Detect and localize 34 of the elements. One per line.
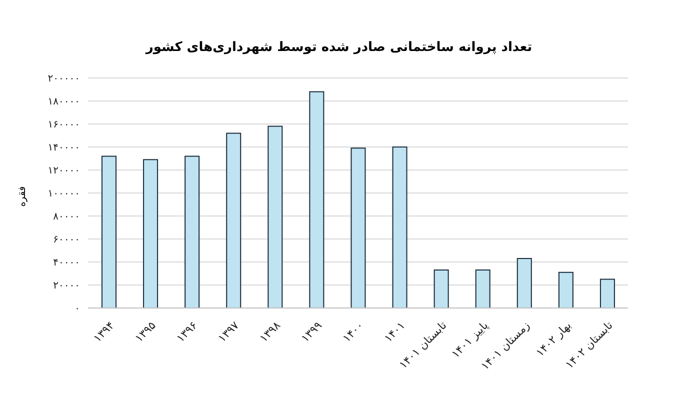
y-tick-label: ۱۲۰۰۰۰: [48, 166, 80, 177]
bar: [268, 126, 283, 308]
bar: [392, 146, 408, 308]
x-tick-label: ۱۳۹۴: [90, 318, 117, 345]
bar: [600, 278, 615, 308]
x-tick-label: ۱۴۰۰: [340, 318, 366, 345]
y-axis-title: فقره: [16, 186, 28, 206]
y-tick-label: ۱۸۰۰۰۰: [48, 96, 80, 108]
x-tick-label: ۱۳۹۷: [216, 318, 242, 345]
y-tick-label: ۶۰۰۰۰: [53, 234, 80, 246]
bar: [516, 258, 532, 308]
y-tick-label: ۰: [74, 304, 80, 315]
bar: [558, 272, 574, 308]
x-tick-label: ۱۳۹۹: [298, 318, 325, 345]
bar: [309, 91, 324, 308]
bar: [143, 159, 158, 308]
bar: [434, 270, 449, 308]
bar: [184, 156, 200, 308]
y-tick-label: ۱۰۰۰۰۰: [48, 188, 80, 200]
x-tick-label: ۱۴۰۱: [382, 318, 408, 345]
bar: [226, 132, 242, 308]
y-tick-label: ۱۴۰۰۰۰: [48, 142, 80, 154]
y-tick-label: ۱۶۰۰۰۰: [48, 120, 80, 131]
bar: [102, 156, 116, 308]
y-tick-label: ۸۰۰۰۰: [53, 212, 80, 223]
bar: [350, 148, 366, 308]
chart-title: تعداد پروانه ساختمانی صادر شده توسط شهرداری‌های کشور: [144, 40, 534, 55]
y-tick-label: ۲۰۰۰۰۰: [48, 74, 80, 85]
bar: [475, 270, 490, 308]
x-tick-label: ۱۳۹۵: [132, 318, 158, 345]
x-tick-label: ۱۳۹۶: [174, 318, 200, 345]
y-tick-label: ۲۰۰۰۰: [53, 280, 80, 292]
x-tick-label: ۱۳۹۸: [257, 318, 284, 345]
y-tick-label: ۴۰۰۰۰: [53, 258, 80, 269]
